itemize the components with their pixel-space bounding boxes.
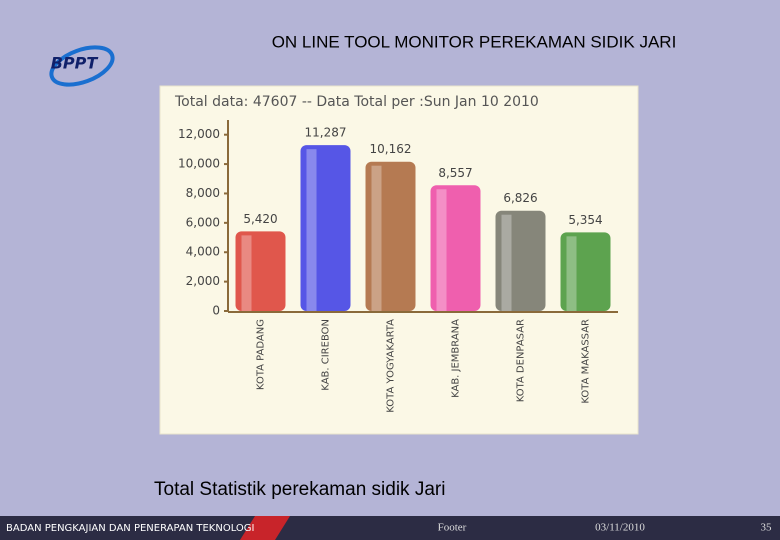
y-tick-label: 2,000 <box>186 274 220 288</box>
value-label: 8,557 <box>438 166 472 180</box>
bar <box>300 145 351 311</box>
x-tick-label: KOTA YOGYAKARTA <box>386 319 397 413</box>
y-tick-label: 12,000 <box>178 127 220 141</box>
bar-highlight <box>566 236 577 311</box>
bar <box>560 232 611 311</box>
value-label: 5,354 <box>568 213 602 227</box>
x-tick-label: KOTA DENPASAR <box>516 319 527 402</box>
x-tick-label: KAB. JEMBRANA <box>451 319 462 398</box>
bar-highlight <box>436 189 447 311</box>
y-tick-label: 8,000 <box>186 186 220 200</box>
value-label: 10,162 <box>370 142 412 156</box>
bar <box>235 231 286 311</box>
footer-page: 35 <box>761 522 773 534</box>
logo: BPPT <box>51 54 99 73</box>
caption: Total Statistik perekaman sidik Jari <box>154 479 445 500</box>
bar-highlight <box>306 149 317 311</box>
y-tick-label: 4,000 <box>186 245 220 259</box>
x-tick-label: KOTA MAKASSAR <box>581 319 592 404</box>
bar <box>430 185 481 311</box>
value-label: 5,420 <box>243 212 277 226</box>
x-tick-label: KOTA PADANG <box>256 319 267 390</box>
x-tick-label: KAB. CIREBON <box>321 319 332 391</box>
footer-bar <box>0 516 780 540</box>
footer-organization: BADAN PENGKAJIAN DAN PENERAPAN TEKNOLOGI <box>6 523 255 534</box>
bar <box>365 161 416 311</box>
bar-highlight <box>371 165 382 311</box>
y-tick-label: 10,000 <box>178 157 220 171</box>
bar-highlight <box>501 214 512 311</box>
y-tick-label: 6,000 <box>186 215 220 229</box>
value-label: 11,287 <box>305 126 347 140</box>
footer-label: Footer <box>438 522 467 534</box>
bar-highlight <box>241 235 252 311</box>
slide-title: ON LINE TOOL MONITOR PEREKAMAN SIDIK JAR… <box>272 32 677 51</box>
logo-swoosh <box>49 45 115 87</box>
chart-title: Total data: 47607 -- Data Total per :Sun… <box>174 94 539 110</box>
value-label: 6,826 <box>503 191 537 205</box>
bar <box>495 210 546 311</box>
footer-date: 03/11/2010 <box>595 522 645 534</box>
footer-accent <box>240 516 290 540</box>
y-tick-label: 0 <box>212 304 220 318</box>
